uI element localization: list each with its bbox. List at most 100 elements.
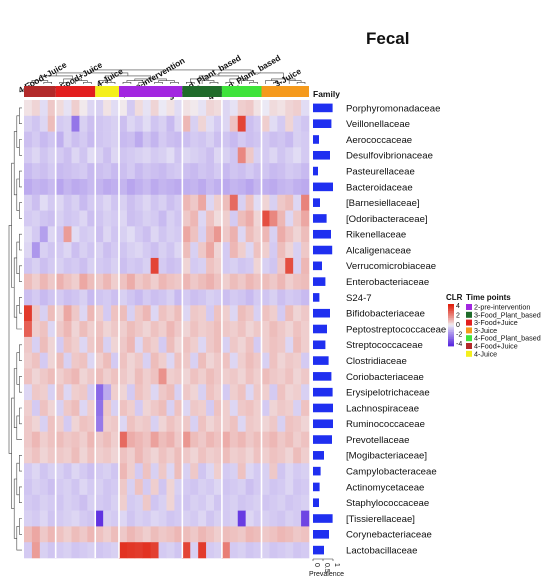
dendrogram-branch: [154, 82, 163, 84]
heatmap-cell: [39, 194, 49, 211]
heatmap-cell: [269, 352, 278, 369]
heatmap-cell: [301, 100, 310, 117]
heatmap-cell: [269, 431, 278, 448]
heatmap-cell: [47, 400, 56, 417]
heatmap-cell: [55, 163, 64, 180]
heatmap-cell: [261, 226, 270, 243]
heatmap-cell: [150, 447, 159, 464]
heatmap-cell: [150, 321, 159, 338]
heatmap-cell: [119, 115, 128, 132]
heatmap-cell: [190, 242, 199, 259]
heatmap-cell: [277, 178, 286, 196]
heatmap-cell: [285, 305, 294, 322]
heatmap-cell: [301, 289, 310, 306]
heatmap-cell: [134, 289, 144, 306]
heatmap-cell: [95, 163, 104, 180]
heatmap-cell: [301, 242, 310, 259]
heatmap-cell: [63, 147, 72, 164]
heatmap-cell: [111, 431, 120, 448]
heatmap-cell: [95, 368, 104, 385]
heatmap-cell: [229, 115, 239, 132]
heatmap-cell: [174, 147, 183, 164]
heatmap-cell: [95, 542, 104, 559]
heatmap-cell: [87, 447, 96, 464]
heatmap-cell: [285, 226, 294, 243]
heatmap-cell: [103, 242, 112, 259]
heatmap-cell: [39, 257, 49, 275]
heatmap-cell: [158, 463, 167, 480]
heatmap-cell: [71, 273, 80, 290]
prevalence-bar: [313, 545, 324, 555]
heatmap-cell: [166, 479, 175, 496]
heatmap-cell: [229, 431, 239, 448]
heatmap-cell: [71, 336, 80, 353]
heatmap-cell: [229, 352, 239, 369]
heatmap-cell: [119, 321, 128, 338]
heatmap-cell: [134, 115, 144, 132]
heatmap-cell: [182, 115, 191, 132]
family-label: Pasteurellaceae: [346, 166, 415, 177]
heatmap-cell: [55, 463, 64, 480]
heatmap-cell: [79, 352, 88, 369]
family-label: Bacteroidaceae: [346, 182, 413, 193]
heatmap-cell: [134, 147, 144, 164]
heatmap-cell: [111, 115, 120, 132]
dendrogram-branch: [19, 170, 22, 188]
heatmap-cell: [47, 289, 56, 306]
heatmap-cell: [174, 479, 183, 496]
heatmap-cell: [190, 210, 199, 227]
heatmap-cell: [95, 447, 104, 464]
heatmap-cell: [134, 100, 144, 117]
heatmap-cell: [150, 526, 159, 543]
heatmap-cell: [182, 210, 191, 227]
heatmap-cell: [119, 463, 128, 480]
heatmap-cell: [87, 131, 96, 148]
heatmap-cell: [285, 242, 294, 259]
heatmap-cell: [24, 131, 33, 148]
heatmap-cell: [269, 242, 278, 259]
heatmap-cell: [166, 431, 175, 448]
heatmap-cell: [39, 526, 49, 543]
heatmap-cell: [31, 289, 41, 306]
heatmap-cell: [285, 131, 294, 148]
heatmap-cell: [111, 194, 120, 211]
dendrogram-branch: [19, 518, 22, 535]
heatmap-cell: [79, 510, 88, 527]
heatmap-cell: [166, 494, 175, 511]
heatmap-cell: [71, 494, 80, 511]
prevalence-bar: [313, 103, 333, 113]
heatmap-cell: [134, 447, 144, 464]
heatmap-cell: [103, 400, 112, 417]
heatmap-cell: [293, 447, 302, 464]
heatmap-cell: [174, 526, 183, 543]
heatmap-cell: [174, 415, 183, 432]
heatmap-cell: [63, 305, 72, 322]
heatmap-cell: [142, 510, 151, 527]
heatmap-cell: [206, 526, 215, 543]
heatmap-cell: [150, 542, 159, 559]
heatmap-cell: [158, 115, 167, 132]
heatmap-cell: [245, 415, 254, 432]
chart-title: Fecal: [366, 29, 409, 48]
heatmap-cell: [190, 226, 199, 243]
heatmap-cell: [158, 336, 167, 353]
heatmap-cell: [47, 257, 56, 275]
heatmap-cell: [182, 336, 191, 353]
family-label: [Odoribacteraceae]: [346, 214, 428, 225]
heatmap-cell: [174, 242, 183, 259]
heatmap-cell: [253, 226, 262, 243]
heatmap-cell: [126, 336, 136, 353]
heatmap-cell: [166, 305, 175, 322]
heatmap-cell: [253, 400, 262, 417]
heatmap-cell: [24, 257, 33, 275]
heatmap-cell: [214, 479, 223, 496]
heatmap-cell: [47, 115, 56, 132]
heatmap-cell: [87, 210, 96, 227]
heatmap-cell: [158, 100, 167, 117]
heatmap-cell: [158, 415, 167, 432]
heatmap-cell: [111, 226, 120, 243]
dendrogram-branch: [249, 82, 258, 84]
heatmap-cell: [198, 368, 207, 385]
heatmap-cell: [31, 368, 41, 385]
heatmap-cell: [111, 321, 120, 338]
